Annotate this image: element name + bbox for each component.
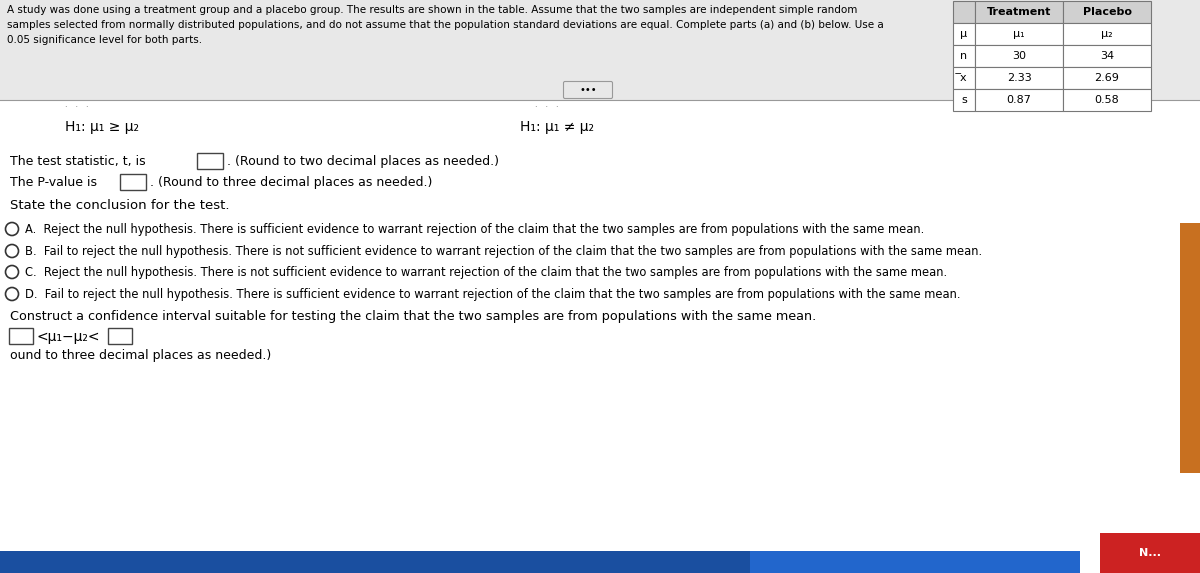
Circle shape [6,222,18,236]
Bar [953,23,974,45]
Bar [953,89,974,111]
Text: ·   ·   ·: · · · [535,103,559,112]
Bar [1063,67,1151,89]
Text: 0.05 significance level for both parts.: 0.05 significance level for both parts. [7,35,202,45]
Text: μ: μ [960,29,967,39]
Text: H₁: μ₁ ≥ μ₂: H₁: μ₁ ≥ μ₂ [65,120,139,134]
FancyBboxPatch shape [564,81,612,99]
Bar [197,153,223,169]
Bar [1063,45,1151,67]
Bar [750,551,1080,573]
Bar [1063,89,1151,111]
Text: The P-value is: The P-value is [10,176,97,189]
Text: C.  Reject the null hypothesis. There is not sufficient evidence to warrant reje: C. Reject the null hypothesis. There is … [25,266,947,279]
Text: 30: 30 [1012,51,1026,61]
Text: Construct a confidence interval suitable for testing the claim that the two samp: Construct a confidence interval suitable… [10,310,816,323]
Text: s: s [961,95,967,105]
Text: •••: ••• [580,85,596,95]
Text: The test statistic, t, is: The test statistic, t, is [10,155,145,168]
Bar [1180,223,1200,473]
Text: H₁: μ₁ ≠ μ₂: H₁: μ₁ ≠ μ₂ [520,120,594,134]
Bar [974,89,1063,111]
Bar [1100,533,1200,573]
Text: A study was done using a treatment group and a placebo group. The results are sh: A study was done using a treatment group… [7,5,857,15]
Bar [953,1,974,23]
Text: 0.58: 0.58 [1094,95,1120,105]
Text: 2.69: 2.69 [1094,73,1120,83]
Bar [108,328,132,344]
Text: ound to three decimal places as needed.): ound to three decimal places as needed.) [10,349,271,362]
Bar [1063,23,1151,45]
Text: . (Round to two decimal places as needed.): . (Round to two decimal places as needed… [227,155,499,168]
Text: samples selected from normally distributed populations, and do not assume that t: samples selected from normally distribut… [7,20,883,30]
Text: State the conclusion for the test.: State the conclusion for the test. [10,199,229,212]
Text: Placebo: Placebo [1082,7,1132,17]
Text: <μ₁−μ₂<: <μ₁−μ₂< [36,330,100,344]
Bar [974,67,1063,89]
Text: n: n [960,51,967,61]
Bar [0,0,1200,100]
Bar [953,45,974,67]
Bar [0,551,750,573]
Text: μ₂: μ₂ [1102,29,1112,39]
Text: . (Round to three decimal places as needed.): . (Round to three decimal places as need… [150,176,432,189]
Text: Treatment: Treatment [986,7,1051,17]
Text: 2.33: 2.33 [1007,73,1031,83]
Text: D.  Fail to reject the null hypothesis. There is sufficient evidence to warrant : D. Fail to reject the null hypothesis. T… [25,288,960,301]
Bar [974,1,1063,23]
Circle shape [6,245,18,257]
Text: B.  Fail to reject the null hypothesis. There is not sufficient evidence to warr: B. Fail to reject the null hypothesis. T… [25,245,982,258]
Text: 34: 34 [1100,51,1114,61]
Bar [953,67,974,89]
Bar [120,174,146,190]
Text: ·   ·   ·: · · · [65,103,89,112]
Text: A.  Reject the null hypothesis. There is sufficient evidence to warrant rejectio: A. Reject the null hypothesis. There is … [25,223,924,236]
Bar [974,23,1063,45]
Text: μ₁: μ₁ [1013,29,1025,39]
Circle shape [6,265,18,278]
Text: N...: N... [1139,548,1162,558]
Bar [974,45,1063,67]
Bar [1063,1,1151,23]
Bar [10,328,34,344]
Text: 0.87: 0.87 [1007,95,1032,105]
Text: ̅x: ̅x [961,73,967,83]
Circle shape [6,288,18,300]
